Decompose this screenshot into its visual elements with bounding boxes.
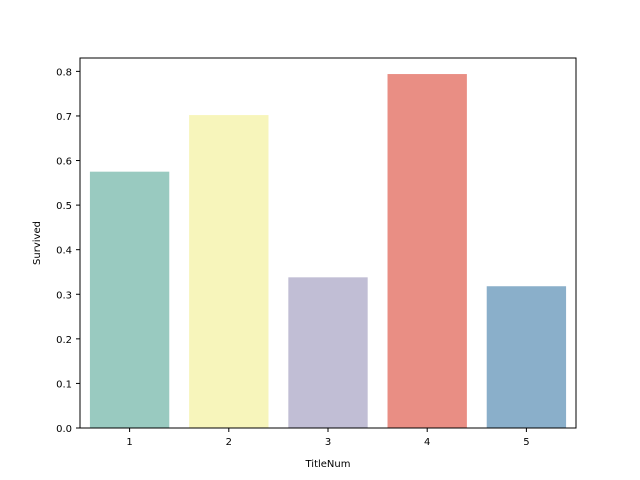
y-tick-label: 0.4 [56,246,72,257]
x-tick-label: 4 [424,437,430,448]
y-tick-label: 0.5 [56,201,72,212]
y-tick-label: 0.1 [56,379,72,390]
bar-5 [486,286,567,428]
y-tick-label: 0.3 [56,290,72,301]
y-tick-label: 0.0 [56,424,72,435]
y-tick-label: 0.6 [56,157,72,168]
bars-group [89,74,567,429]
y-tick-label: 0.7 [56,112,72,123]
y-axis-label: Survived [32,221,43,265]
x-tick-label: 1 [126,437,132,448]
x-tick-label: 5 [523,437,529,448]
bar-4 [387,74,467,429]
x-tick-label: 2 [226,437,232,448]
x-tick-label: 3 [325,437,331,448]
x-axis-label: TitleNum [305,459,351,470]
x-axis: 1 2 3 4 5 [126,428,530,448]
bar-3 [288,277,368,428]
y-tick-label: 0.8 [56,67,72,78]
y-tick-label: 0.2 [56,335,72,346]
bar-1 [89,171,170,429]
y-axis: 0.0 0.1 0.2 0.3 0.4 0.5 0.6 0.7 0.8 [56,67,80,435]
bar-2 [189,115,269,428]
